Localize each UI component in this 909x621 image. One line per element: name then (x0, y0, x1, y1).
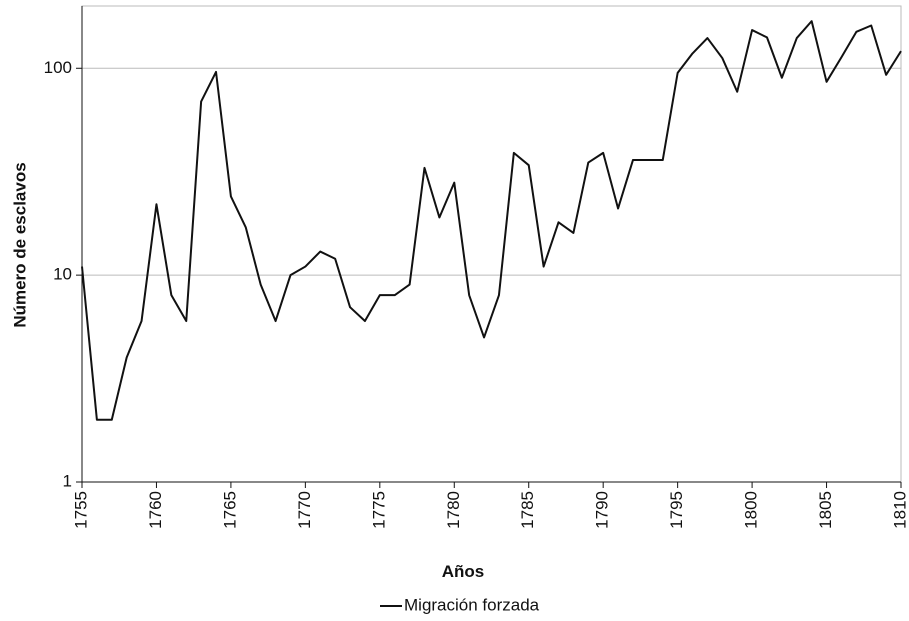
x-tick-label: 1800 (742, 491, 761, 529)
legend-label: Migración forzada (404, 595, 540, 614)
plot-frame (81, 5, 902, 483)
x-tick-label: 1780 (444, 491, 463, 529)
x-axis-title: Años (442, 562, 485, 581)
x-tick-label: 1810 (890, 491, 909, 529)
y-tick-label: 100 (44, 58, 72, 77)
x-tick-label: 1805 (816, 491, 835, 529)
x-tick-label: 1765 (220, 491, 239, 529)
series-line (81, 20, 902, 421)
x-tick-label: 1795 (667, 491, 686, 529)
x-tick-label: 1775 (369, 491, 388, 529)
x-tick-label: 1755 (71, 491, 90, 529)
y-tick-label: 10 (53, 265, 72, 284)
x-tick-label: 1785 (518, 491, 537, 529)
x-tick-label: 1770 (295, 491, 314, 529)
x-tick-label: 1790 (593, 491, 612, 529)
y-tick-label: 1 (63, 471, 72, 490)
y-axis-title: Número de esclavos (10, 162, 29, 327)
x-tick-label: 1760 (146, 491, 165, 529)
